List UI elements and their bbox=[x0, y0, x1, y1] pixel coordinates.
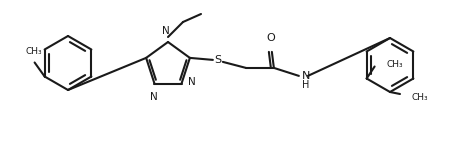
Text: H: H bbox=[302, 80, 309, 90]
Text: N: N bbox=[162, 26, 170, 36]
Text: CH₃: CH₃ bbox=[412, 93, 429, 102]
Text: N: N bbox=[302, 71, 310, 81]
Text: CH₃: CH₃ bbox=[387, 60, 403, 69]
Text: CH₃: CH₃ bbox=[25, 46, 42, 55]
Text: O: O bbox=[267, 33, 275, 43]
Text: N: N bbox=[188, 77, 195, 87]
Text: S: S bbox=[214, 55, 221, 65]
Text: N: N bbox=[149, 92, 157, 102]
